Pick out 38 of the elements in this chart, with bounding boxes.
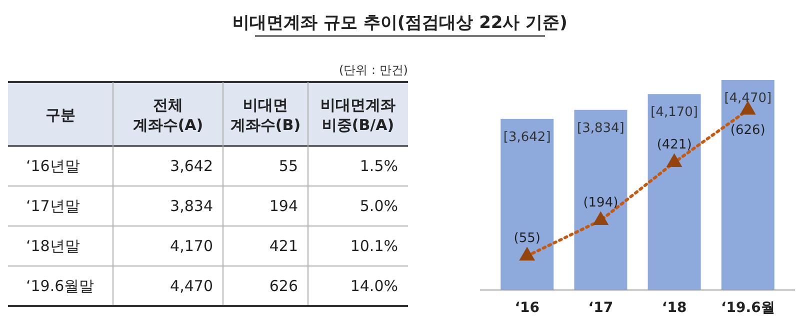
text: 421 (269, 237, 298, 255)
text: ‘17년말 (26, 197, 80, 215)
bar (574, 110, 628, 290)
text: 194 (269, 197, 298, 215)
x-tick-label: ‘19.6월 (720, 300, 775, 316)
bar (648, 94, 701, 290)
text: 4,470 (170, 277, 213, 295)
text: 1.5% (360, 157, 398, 175)
bar (500, 118, 554, 290)
data-label: [4,470] (724, 91, 772, 106)
text: ‘18년말 (26, 237, 80, 255)
bar (721, 80, 774, 290)
text: ‘16년말 (26, 157, 80, 175)
data-label: (55) (514, 230, 540, 246)
data-label: (194) (583, 195, 618, 210)
text: 비대면 계좌수(B) (230, 96, 301, 134)
text: 5.0% (360, 197, 398, 215)
text: 비대면계좌 비중(B/A) (320, 96, 396, 134)
text: 전체 계좌수(A) (132, 96, 204, 134)
data-label: [3,834] (577, 120, 624, 136)
text: 626 (269, 277, 298, 295)
text: 3,834 (170, 197, 213, 215)
text: 3,642 (170, 157, 213, 175)
data-label: [3,642] (503, 130, 551, 145)
data-label: (421) (656, 137, 692, 152)
text: 구분 (46, 106, 76, 124)
text: 14.0% (350, 277, 398, 295)
text: (단위 : 만건) (338, 63, 408, 77)
text: ‘19.6월말 (26, 277, 94, 295)
text: 비대면계좌 규모 추이(점검대상 22사 기준) (232, 13, 568, 33)
text: 55 (278, 157, 298, 175)
x-tick-label: ‘16 (514, 300, 540, 316)
x-tick-label: ‘18 (662, 300, 687, 316)
x-tick-label: ‘17 (588, 300, 614, 316)
text: 10.1% (350, 237, 398, 255)
data-label: [4,170] (650, 105, 698, 120)
text: 4,170 (170, 237, 213, 255)
data-label: (626) (730, 123, 766, 138)
